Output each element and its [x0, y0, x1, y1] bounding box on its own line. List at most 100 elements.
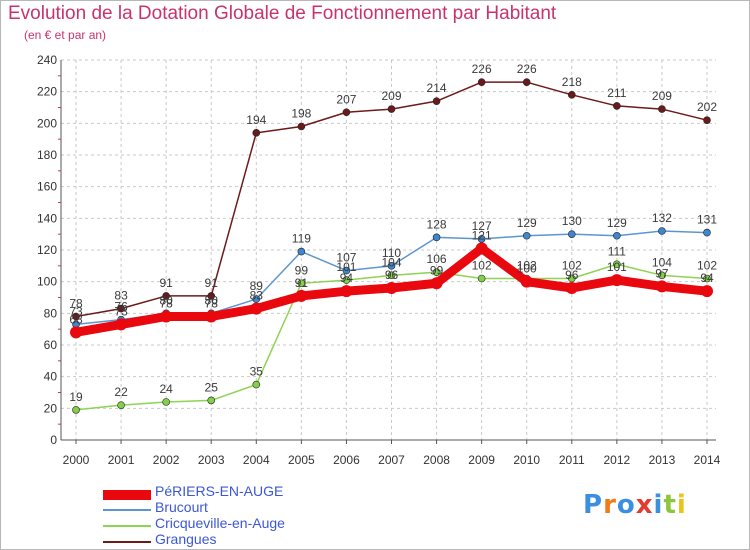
data-label: 104: [652, 255, 672, 269]
legend-swatch: [103, 541, 151, 543]
data-point: [252, 129, 261, 137]
data-label: 121: [472, 228, 492, 242]
data-label: 78: [205, 297, 219, 311]
data-label: 128: [427, 217, 447, 231]
y-tick-label: 220: [37, 85, 57, 99]
x-tick-label: 2010: [513, 453, 540, 467]
data-point: [387, 105, 396, 113]
data-label: 80: [159, 293, 173, 307]
x-tick-label: 2011: [559, 453, 585, 467]
data-label: 101: [336, 260, 356, 274]
data-point: [207, 292, 216, 300]
data-label: 68: [69, 312, 83, 326]
y-tick-label: 80: [44, 306, 58, 320]
data-label: 209: [381, 89, 401, 103]
data-label: 102: [697, 259, 717, 273]
axes: 0 20 40 60 80 100 120 140 160 180 200 220 240 2000 200…: [37, 53, 721, 467]
data-point: [205, 310, 218, 323]
data-label: 129: [607, 216, 627, 230]
data-label: 226: [472, 62, 492, 76]
data-point: [655, 280, 668, 293]
data-label: 24: [159, 382, 173, 396]
data-point: [297, 279, 306, 288]
x-tick-label: 2012: [604, 453, 631, 467]
y-tick-label: 60: [44, 338, 58, 352]
data-label: 119: [292, 232, 311, 246]
y-tick-label: 40: [44, 370, 58, 384]
data-point: [613, 102, 621, 110]
data-point: [613, 231, 621, 240]
y-tick-label: 240: [37, 53, 57, 67]
x-tick-label: 2000: [63, 453, 90, 467]
y-tick-label: 160: [37, 180, 57, 194]
data-point: [522, 78, 531, 86]
grid-lines: [61, 59, 716, 441]
logo-letter: t: [663, 490, 677, 520]
data-point: [342, 276, 351, 284]
y-tick-label: 20: [44, 401, 58, 415]
data-label: 91: [205, 276, 219, 290]
data-labels: 78 83 91 91 194 198 207 209 214 226 226 218 211 209 20…: [69, 62, 717, 404]
data-label: 198: [291, 107, 311, 121]
data-label: 22: [114, 385, 128, 399]
data-point: [701, 285, 713, 298]
legend-swatch: [103, 490, 151, 500]
data-label: 96: [565, 268, 579, 282]
data-label: 202: [697, 100, 717, 114]
data-label: 99: [430, 263, 444, 277]
y-tick-label: 100: [37, 275, 57, 289]
data-label: 211: [607, 86, 626, 100]
data-point: [340, 285, 353, 298]
data-point: [342, 266, 351, 275]
data-point: [703, 116, 711, 124]
data-label: 132: [652, 211, 672, 225]
data-point: [567, 91, 576, 99]
data-label: 83: [114, 289, 128, 303]
x-tick-label: 2002: [153, 453, 180, 467]
data-label: 19: [69, 390, 83, 404]
data-label: 76: [114, 300, 128, 314]
data-point: [250, 302, 263, 315]
data-label: 91: [295, 276, 309, 290]
legend-label: Cricqueville-en-Auge: [155, 515, 285, 531]
data-label: 127: [472, 219, 492, 233]
data-label: 78: [69, 297, 83, 311]
legend-swatch: [103, 509, 151, 511]
data-point: [520, 275, 533, 288]
data-point: [522, 231, 531, 240]
data-label: 96: [385, 268, 399, 282]
data-point: [477, 78, 486, 86]
data-label: 94: [340, 271, 354, 285]
data-label: 106: [427, 252, 447, 266]
y-tick-label: 200: [37, 116, 57, 130]
y-tick-label: 0: [50, 433, 57, 447]
data-label: 214: [427, 81, 447, 95]
data-point: [162, 292, 170, 300]
data-point: [430, 277, 443, 290]
data-label: 73: [114, 304, 128, 318]
y-tick-label: 120: [37, 243, 57, 257]
data-label: 73: [69, 304, 83, 318]
data-label: 226: [517, 62, 537, 76]
data-label: 131: [697, 213, 717, 227]
x-tick-label: 2014: [694, 453, 721, 467]
legend-swatch: [103, 525, 151, 527]
data-point: [387, 271, 396, 280]
data-label: 99: [295, 263, 309, 277]
data-point: [385, 282, 398, 294]
data-point: [252, 380, 261, 389]
data-label: 91: [159, 276, 173, 290]
data-point: [342, 108, 351, 117]
data-label: 111: [608, 244, 627, 258]
data-point: [117, 304, 125, 313]
data-point: [207, 396, 216, 405]
x-tick-label: 2013: [649, 453, 676, 467]
x-tick-label: 2009: [468, 453, 495, 467]
data-label: 83: [250, 289, 264, 303]
logo-letter: P: [583, 490, 604, 520]
chart-subtitle: (en € et par an): [24, 28, 107, 42]
data-point: [160, 310, 173, 323]
x-tick-label: 2005: [288, 453, 315, 467]
x-tick-label: 2001: [108, 453, 135, 467]
